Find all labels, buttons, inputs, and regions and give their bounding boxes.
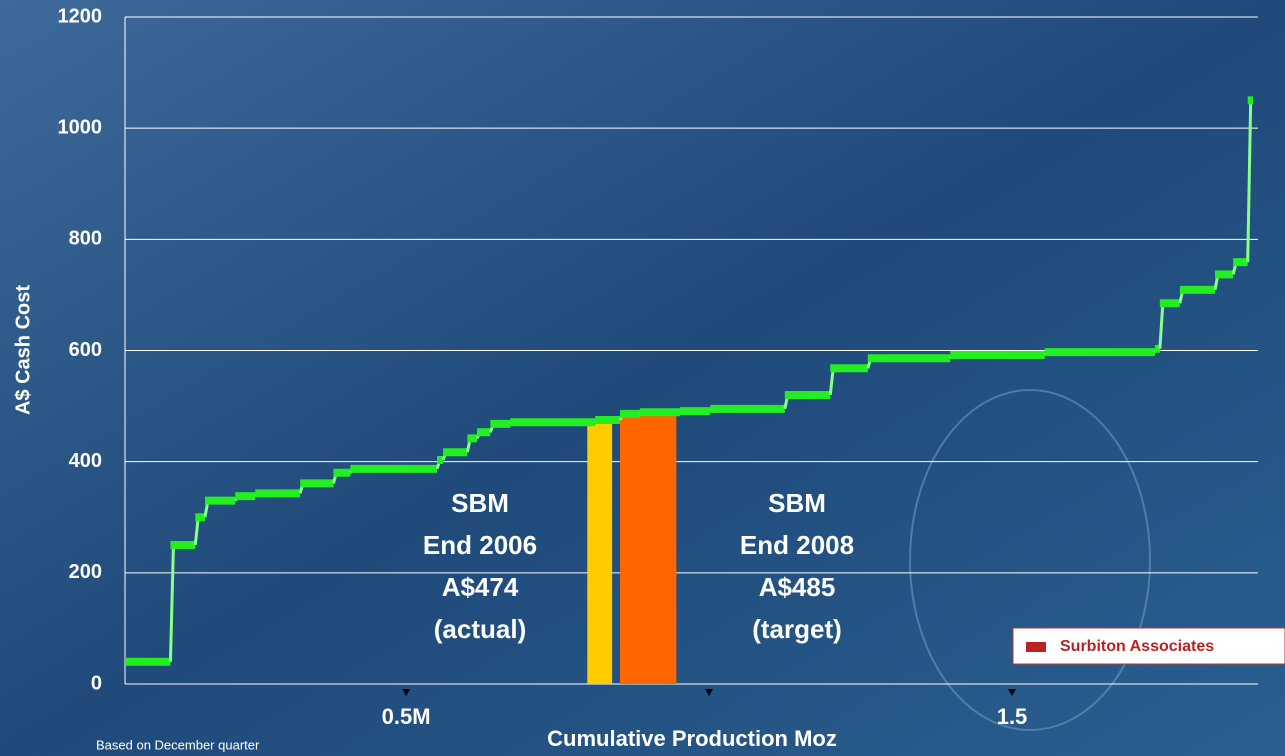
step-riser [168, 545, 175, 662]
y-tick-label: 800 [69, 228, 102, 250]
x-tick-label: 1.5 [997, 704, 1028, 729]
logo-icon [1026, 642, 1046, 652]
x-axis-title: Cumulative Production Moz [547, 726, 837, 751]
y-tick-label: 0 [91, 672, 102, 694]
y-tick-label: 200 [69, 561, 102, 583]
step-riser [1246, 100, 1253, 263]
highlight-bar [587, 420, 613, 684]
y-tick-label: 1000 [58, 116, 103, 138]
step-riser [193, 517, 200, 546]
step-riser [828, 368, 835, 396]
annotation-line: A$485 [759, 572, 836, 602]
highlight-bar [620, 414, 677, 684]
annotation-line: End 2006 [423, 530, 537, 560]
y-tick-label: 1200 [58, 5, 103, 27]
annotation-line: SBM [768, 488, 826, 518]
x-tick-label: 0.5M [382, 704, 431, 729]
step-riser [1158, 303, 1165, 349]
annotation-line: (target) [752, 614, 842, 644]
footnote: Based on December quarter [96, 737, 260, 752]
annotation-line: A$474 [442, 572, 519, 602]
annotation-line: End 2008 [740, 530, 854, 560]
logo: Surbiton Associates [1060, 638, 1214, 655]
plot: 0 200 400 600 800 1000 1200 0.5M 1.5 SBM End 2006 A… [58, 5, 1258, 729]
annotation-line: SBM [451, 488, 509, 518]
logo-box [1012, 627, 1285, 665]
annotation-line: (actual) [434, 614, 526, 644]
decoration [909, 389, 1151, 731]
y-axis-title: A$ Cash Cost [12, 285, 34, 415]
x-tick-mark [1008, 689, 1017, 696]
y-tick-label: 400 [69, 450, 102, 472]
x-tick-mark [402, 689, 411, 696]
x-tick-mark [705, 689, 714, 696]
y-tick-label: 600 [69, 339, 102, 361]
